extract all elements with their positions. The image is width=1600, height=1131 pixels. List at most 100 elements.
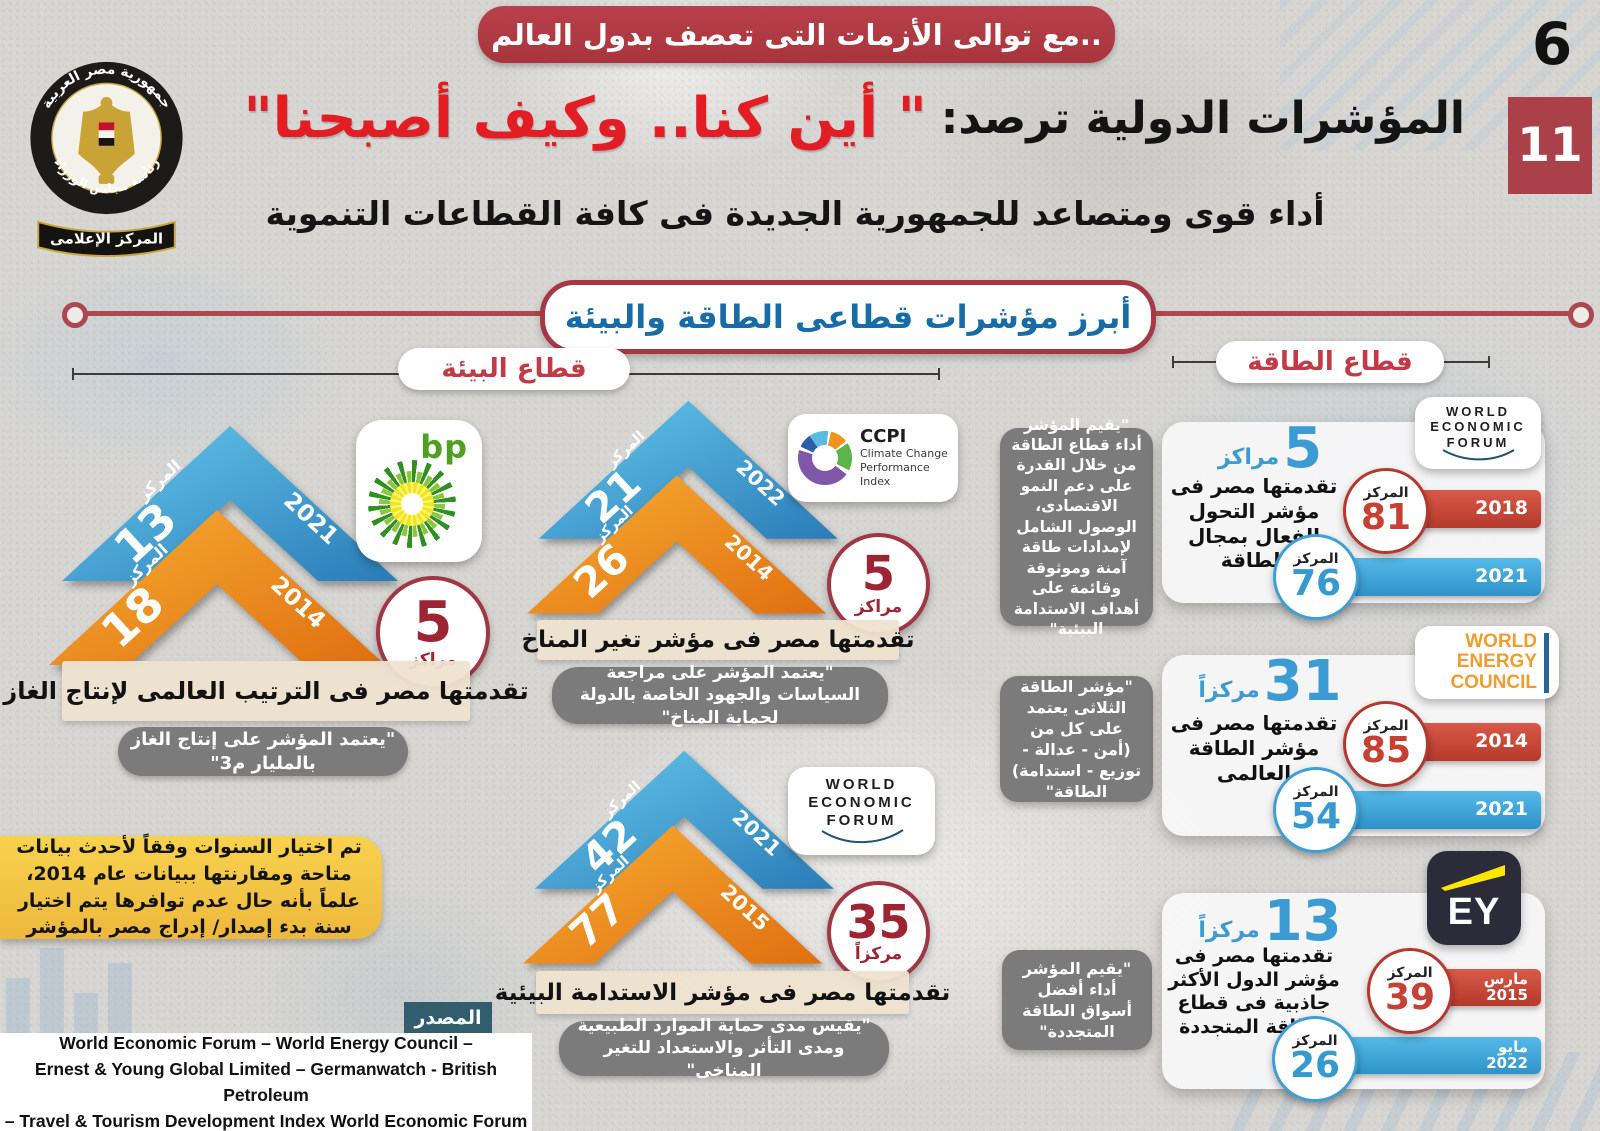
trilemma-change-unit: مركزاً: [1198, 678, 1260, 704]
divider-ring-left: [62, 302, 88, 328]
renewables-old-rank-circle: المركز 39: [1367, 948, 1453, 1034]
wef-logo-environment: WORLD ECONOMIC FORUM: [788, 767, 935, 855]
transition-new-rank: 76: [1290, 563, 1342, 604]
sustainability-change-circle: 35 مركزاً: [827, 881, 930, 984]
trilemma-old-rank-circle: المركز 85: [1343, 701, 1429, 787]
trilemma-new-year: 2021: [1475, 798, 1528, 821]
ey-beam-icon: [1441, 865, 1505, 891]
wef-logo-line3: FORUM: [826, 811, 897, 829]
transition-old-rank-circle: المركز 81: [1343, 468, 1429, 554]
bp-helios-icon: [368, 460, 456, 548]
rank-label: المركز: [1387, 965, 1433, 981]
title-quote: " أين كنا.. وكيف أصبحنا": [243, 86, 927, 151]
wef-logo-line3: FORUM: [1446, 434, 1510, 450]
rank-label: المركز: [1363, 718, 1409, 734]
wef-logo-line2: ECONOMIC: [1430, 419, 1526, 435]
trilemma-new-rank: 54: [1290, 796, 1342, 837]
climate-rank-chevron-chart: 2022 المركز 21 2014 المركز 26: [527, 400, 838, 614]
climate-change-value: 5: [861, 545, 896, 602]
trilemma-old-year: 2014: [1475, 730, 1528, 753]
rank-label: المركز: [1293, 551, 1339, 567]
renewables-new-rank-circle: المركز 26: [1272, 1016, 1358, 1102]
sustainability-change-value: 35: [846, 894, 911, 949]
transition-change-value: 5: [1283, 416, 1323, 481]
wef-logo-energy: WORLD ECONOMIC FORUM: [1415, 397, 1541, 469]
page-number: 6: [1531, 10, 1573, 78]
sustainability-caption: تقدمتها مصر فى مؤشر الاستدامة البيئية: [495, 971, 950, 1014]
sustainability-rank-chevron-chart: 2021 المركز 42 2015 المركز 77: [523, 750, 834, 964]
gas-caption: تقدمتها مصر فى الترتيب العالمى لإنتاج ال…: [3, 661, 529, 721]
renewables-old-rank: 39: [1384, 977, 1436, 1018]
renewables-new-month: مايو: [1498, 1037, 1528, 1056]
page-badge: 11: [1508, 97, 1592, 194]
trilemma-change-value: 31: [1263, 649, 1342, 714]
transition-note: "يقيم المؤشر أداء قطاع الطاقة من خلال ال…: [1000, 416, 1153, 638]
section-banner: أبرز مؤشرات قطاعى الطاقة والبيئة: [540, 280, 1156, 354]
wef-logo-line1: WORLD: [825, 776, 898, 794]
renewables-change-unit: مركزاً: [1198, 918, 1260, 944]
bp-logo-text: bp: [420, 428, 468, 466]
renewables-new-year: 2022: [1486, 1053, 1528, 1072]
energy-sector-label: قطاع الطاقة: [1216, 341, 1444, 383]
trilemma-desc: تقدمتها مصر فى مؤشر الطاقة العالمى: [1170, 711, 1338, 785]
source-line1: World Economic Forum – World Energy Coun…: [59, 1032, 473, 1053]
climate-change-unit: مراكز: [854, 597, 903, 618]
climate-change-circle: 5 مراكز: [827, 533, 930, 636]
wec-logo-line1: WORLD: [1465, 630, 1537, 652]
ccpi-logo-name: CCPI: [860, 426, 907, 448]
climate-note: "يعتمد المؤشر على مراجعة السياسات والجهو…: [552, 663, 888, 728]
environment-line-tick-left: [72, 368, 74, 380]
transition-desc: تقدمتها مصر فى مؤشر التحول الفعال بمجال …: [1170, 474, 1338, 573]
renewables-desc: تقدمتها مصر فى مؤشر الدول الأكثر جاذبية …: [1168, 945, 1340, 1038]
source-line2: Ernest & Young Global Limited – Germanwa…: [34, 1058, 498, 1105]
gas-note: "يعتمد المؤشر على إنتاج الغاز بالمليار م…: [118, 727, 408, 776]
ey-logo: EY: [1427, 851, 1521, 945]
environment-sector-label: قطاع البيئة: [398, 348, 630, 390]
rank-label: المركز: [1292, 1033, 1338, 1049]
wec-logo-bar-icon: [1544, 632, 1549, 693]
climate-caption: تقدمتها مصر فى مؤشر تغير المناخ: [522, 620, 914, 660]
bp-logo: bp: [356, 420, 482, 562]
top-banner: مع توالى الأزمات التى تعصف بدول العالم..: [478, 6, 1115, 63]
transition-new-year: 2021: [1475, 565, 1528, 588]
trilemma-new-rank-circle: المركز 54: [1273, 767, 1359, 853]
gas-rank-chevron-chart: 2021 المركز 13 2014 المركز 18: [49, 426, 398, 665]
rank-label: المركز: [1293, 784, 1339, 800]
wec-logo: WORLD ENERGY COUNCIL: [1415, 626, 1559, 699]
transition-change-unit: مراكز: [1217, 445, 1280, 471]
subtitle: أداء قوى ومتصاعد للجمهورية الجديدة فى كا…: [265, 194, 1325, 233]
transition-change: 5 مراكز: [1190, 416, 1350, 481]
methodology-footnote: تم اختيار السنوات وفقاً لأحدث بيانات متا…: [0, 836, 382, 939]
energy-line-tick-left: [1172, 356, 1174, 368]
renewables-old-month: مارس: [1483, 969, 1528, 988]
renewables-new-rank: 26: [1289, 1045, 1341, 1086]
renewables-note: "يقيم المؤشر أداء أفضل أسواق الطاقة المت…: [1002, 950, 1152, 1050]
renewables-old-year: 2015: [1486, 985, 1528, 1004]
renewables-change: 13 مركزاً: [1190, 889, 1350, 954]
wef-logo-line2: ECONOMIC: [808, 794, 915, 812]
transition-old-rank: 81: [1360, 497, 1412, 538]
wec-logo-line3: COUNCIL: [1450, 671, 1537, 693]
transition-new-rank-circle: المركز 76: [1273, 534, 1359, 620]
ccpi-logo: CCPI Climate Change Performance Index: [788, 414, 958, 502]
source-line3: – Travel & Tourism Development Index Wor…: [4, 1111, 528, 1131]
emblem-ribbon-text: المركز الإعلامى: [50, 230, 163, 247]
divider-ring-right: [1568, 302, 1594, 328]
decor-bar-chart: [6, 942, 156, 1038]
sustainability-note: "يقيس مدى حماية الموارد الطبيعية ومدى ال…: [559, 1016, 889, 1081]
wec-logo-line2: ENERGY: [1456, 651, 1537, 673]
transition-old-year: 2018: [1475, 497, 1528, 520]
source-label: المصدر: [404, 1002, 492, 1033]
ey-logo-text: EY: [1447, 891, 1501, 933]
gas-change-value: 5: [413, 590, 453, 656]
trilemma-old-rank: 85: [1360, 730, 1412, 771]
title-prefix: المؤشرات الدولية ترصد:: [940, 93, 1465, 144]
ccpi-logo-sub1: Climate Change: [860, 447, 948, 461]
wef-swoosh-icon: [1442, 449, 1515, 461]
ccpi-donut-icon: [798, 431, 852, 485]
egypt-cabinet-emblem: جمهورية مصر العربية رئاسة مجلس الوزراء ا…: [30, 61, 183, 258]
renewables-change-value: 13: [1263, 889, 1342, 954]
source-strip: World Economic Forum – World Energy Coun…: [0, 1033, 532, 1131]
trilemma-change: 31 مركزاً: [1190, 649, 1350, 714]
